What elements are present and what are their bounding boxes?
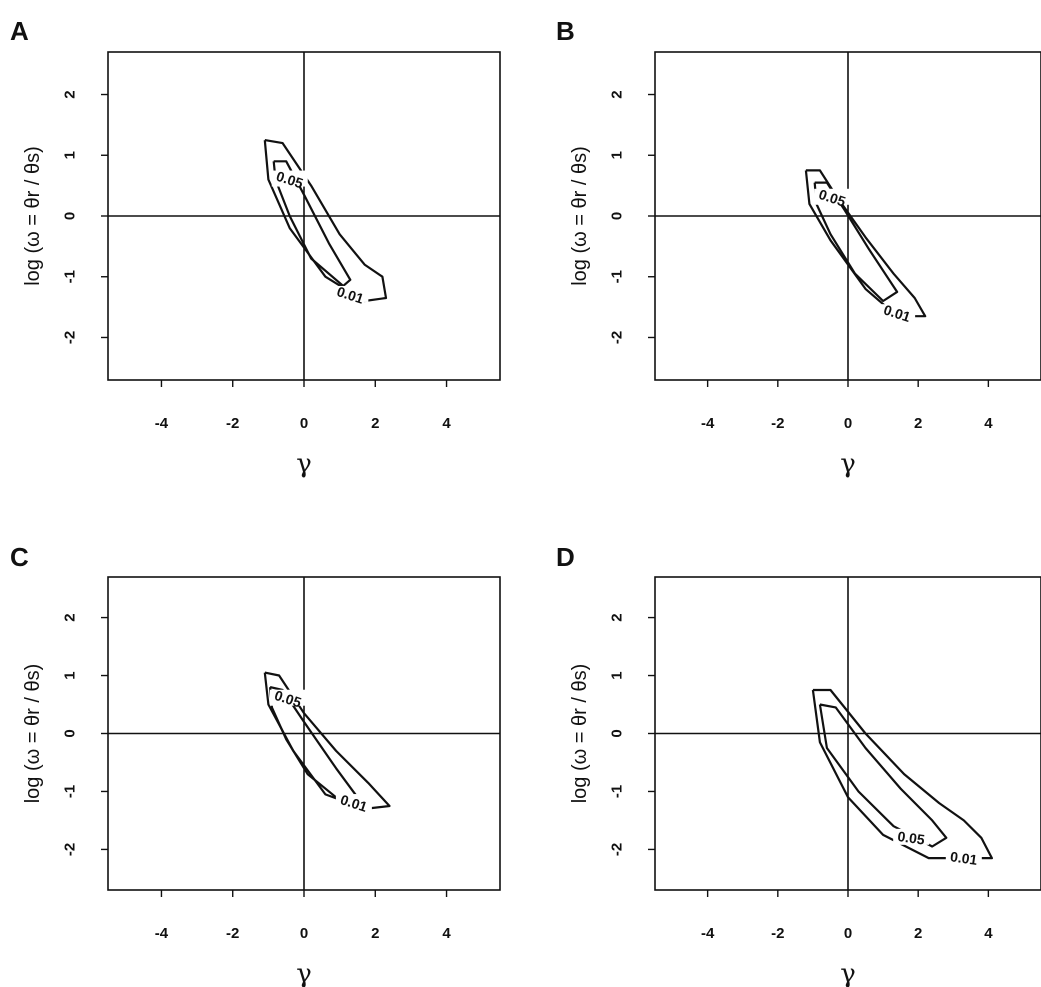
panel-a-x-tick-label: 4 [442, 415, 451, 432]
panel-a-y-tick-label: -1 [62, 270, 79, 283]
panel-b-y-axis-label: log (ω = θr / θs) [569, 146, 591, 286]
panel-d-x-tick-label: 0 [844, 925, 852, 942]
panel-c-x-tick-label: -4 [155, 925, 169, 942]
panel-c-x-tick-label: 2 [371, 925, 379, 942]
panel-b-x-axis-label: γ [840, 449, 856, 479]
panel-d-contour-label-bg [945, 849, 982, 866]
panel-d-letter: D [556, 542, 575, 572]
panel-b-x-tick-label: -4 [701, 415, 715, 432]
panel-a-x-tick-label: -4 [155, 415, 169, 432]
panel-d-x-tick-label: -4 [701, 925, 715, 942]
panel-b-x-tick-label: 0 [844, 415, 852, 432]
panel-c-x-tick-label: 4 [442, 925, 451, 942]
panel-d-x-axis-label: γ [840, 959, 856, 987]
panel-a-contour-0-01 [263, 139, 388, 303]
panel-a-letter: A [10, 16, 29, 46]
panel-d-y-tick-label: -1 [609, 785, 626, 798]
panel-d-y-tick-label: 2 [609, 613, 626, 621]
panel-a-contour-label-bg [332, 285, 369, 302]
panel-d-contour-label-0-05: 0.05 [897, 828, 926, 848]
panel-a-x-tick-label: 2 [371, 415, 379, 432]
panel-d-contour-0-01 [811, 688, 993, 860]
panel-d-contour-label-0-01: 0.01 [949, 848, 978, 868]
panel-c-x-tick-label: 0 [300, 925, 308, 942]
panel-b-contour-label-bg [814, 188, 851, 205]
panel-c-y-axis-label: log (ω = θr / θs) [22, 664, 44, 804]
panel-b-y-tick-label: 2 [609, 90, 626, 98]
panel-b-y-tick-label: 1 [609, 151, 626, 159]
panel-b-x-tick-label: -2 [771, 415, 784, 432]
panel-c-contour-label-bg [269, 689, 306, 706]
panel-c-y-tick-label: 2 [62, 613, 79, 621]
panel-b-letter: B [556, 16, 575, 46]
panel-b-y-tick-label: -1 [609, 270, 626, 283]
panel-c-x-axis-label: γ [296, 959, 312, 987]
panel-a-y-tick-label: 2 [62, 90, 79, 98]
panel-b-x-tick-label: 4 [984, 415, 993, 432]
panel-d-contour-0-05 [818, 703, 948, 848]
panel-d: D -4 -2 0 2 4 -2 -1 0 1 2 γ log (ω = θr / θs) 0.05 0.0… [556, 542, 1041, 987]
panel-c-letter: C [10, 542, 29, 572]
panel-d-x-tick-label: 4 [984, 925, 993, 942]
panel-b-contour-label-bg [879, 304, 916, 321]
panel-d-y-tick-label: -2 [609, 843, 626, 856]
panel-c-y-tick-label: 1 [62, 671, 79, 679]
panel-b-y-tick-label: -2 [609, 331, 626, 344]
panel-c-x-tick-label: -2 [226, 925, 239, 942]
panel-d-y-tick-label: 0 [609, 729, 626, 737]
panel-d-x-tick-label: -2 [771, 925, 784, 942]
panel-b-y-tick-label: 0 [609, 212, 626, 220]
panel-d-y-tick-label: 1 [609, 671, 626, 679]
panel-a-x-tick-label: -2 [226, 415, 239, 432]
panel-a-y-tick-label: -2 [62, 331, 79, 344]
panel-a-y-tick-label: 0 [62, 212, 79, 220]
panel-a-x-axis-label: γ [296, 449, 312, 479]
panel-c-y-tick-label: 0 [62, 729, 79, 737]
panel-d-x-tick-label: 2 [914, 925, 922, 942]
panel-a-contour-label-bg [271, 170, 308, 187]
panel-d-contour-label-bg [893, 828, 930, 845]
panel-c-y-tick-label: -1 [62, 785, 79, 798]
panel-a-y-tick-label: 1 [62, 151, 79, 159]
panel-d-y-axis-label: log (ω = θr / θs) [569, 664, 591, 804]
panel-a-y-axis-label: log (ω = θr / θs) [22, 146, 44, 286]
panel-b-x-tick-label: 2 [914, 415, 922, 432]
panel-a-x-tick-label: 0 [300, 415, 308, 432]
panel-c-contour-label-bg [335, 794, 372, 811]
panel-c-y-tick-label: -2 [62, 843, 79, 856]
